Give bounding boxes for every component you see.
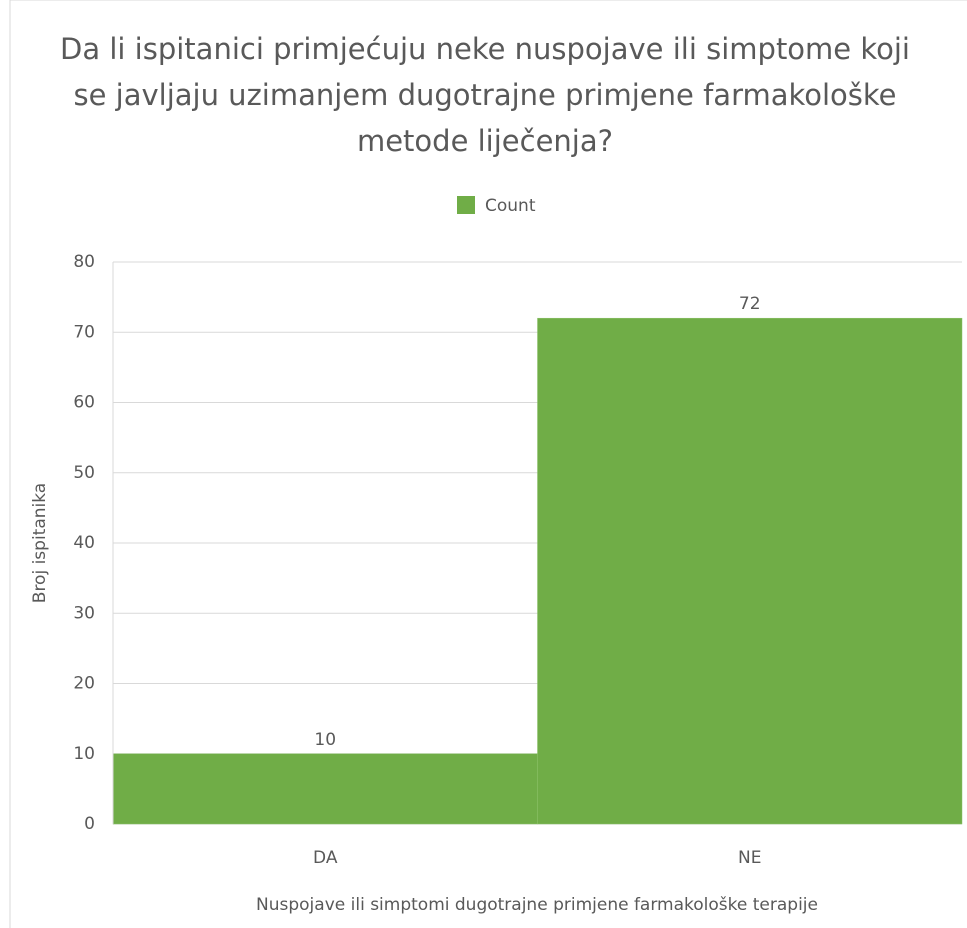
y-tick-label: 50 (73, 463, 95, 483)
chart-border (9, 0, 967, 928)
chart-title: Da li ispitanici primjećuju neke nuspoja… (60, 32, 910, 158)
y-axis-label: Broj ispitanika (30, 483, 50, 603)
y-tick-label: 60 (73, 393, 95, 413)
y-tick-label: 20 (73, 674, 95, 694)
legend-swatch (457, 196, 475, 214)
y-tick-label: 0 (84, 814, 95, 834)
legend-label: Count (485, 196, 536, 216)
x-axis-label: Nuspojave ili simptomi dugotrajne primje… (256, 895, 818, 915)
y-tick-label: 40 (73, 533, 95, 553)
y-tick-label: 80 (73, 252, 95, 272)
bar (112, 753, 538, 825)
y-tick-label: 10 (73, 744, 95, 764)
y-tick-label: 30 (73, 603, 95, 623)
x-tick-label: NE (738, 848, 761, 868)
data-label: 10 (314, 730, 336, 750)
x-tick-label: DA (313, 848, 338, 868)
data-label: 72 (739, 294, 761, 314)
y-tick-label: 70 (73, 322, 95, 342)
bar (537, 317, 963, 825)
